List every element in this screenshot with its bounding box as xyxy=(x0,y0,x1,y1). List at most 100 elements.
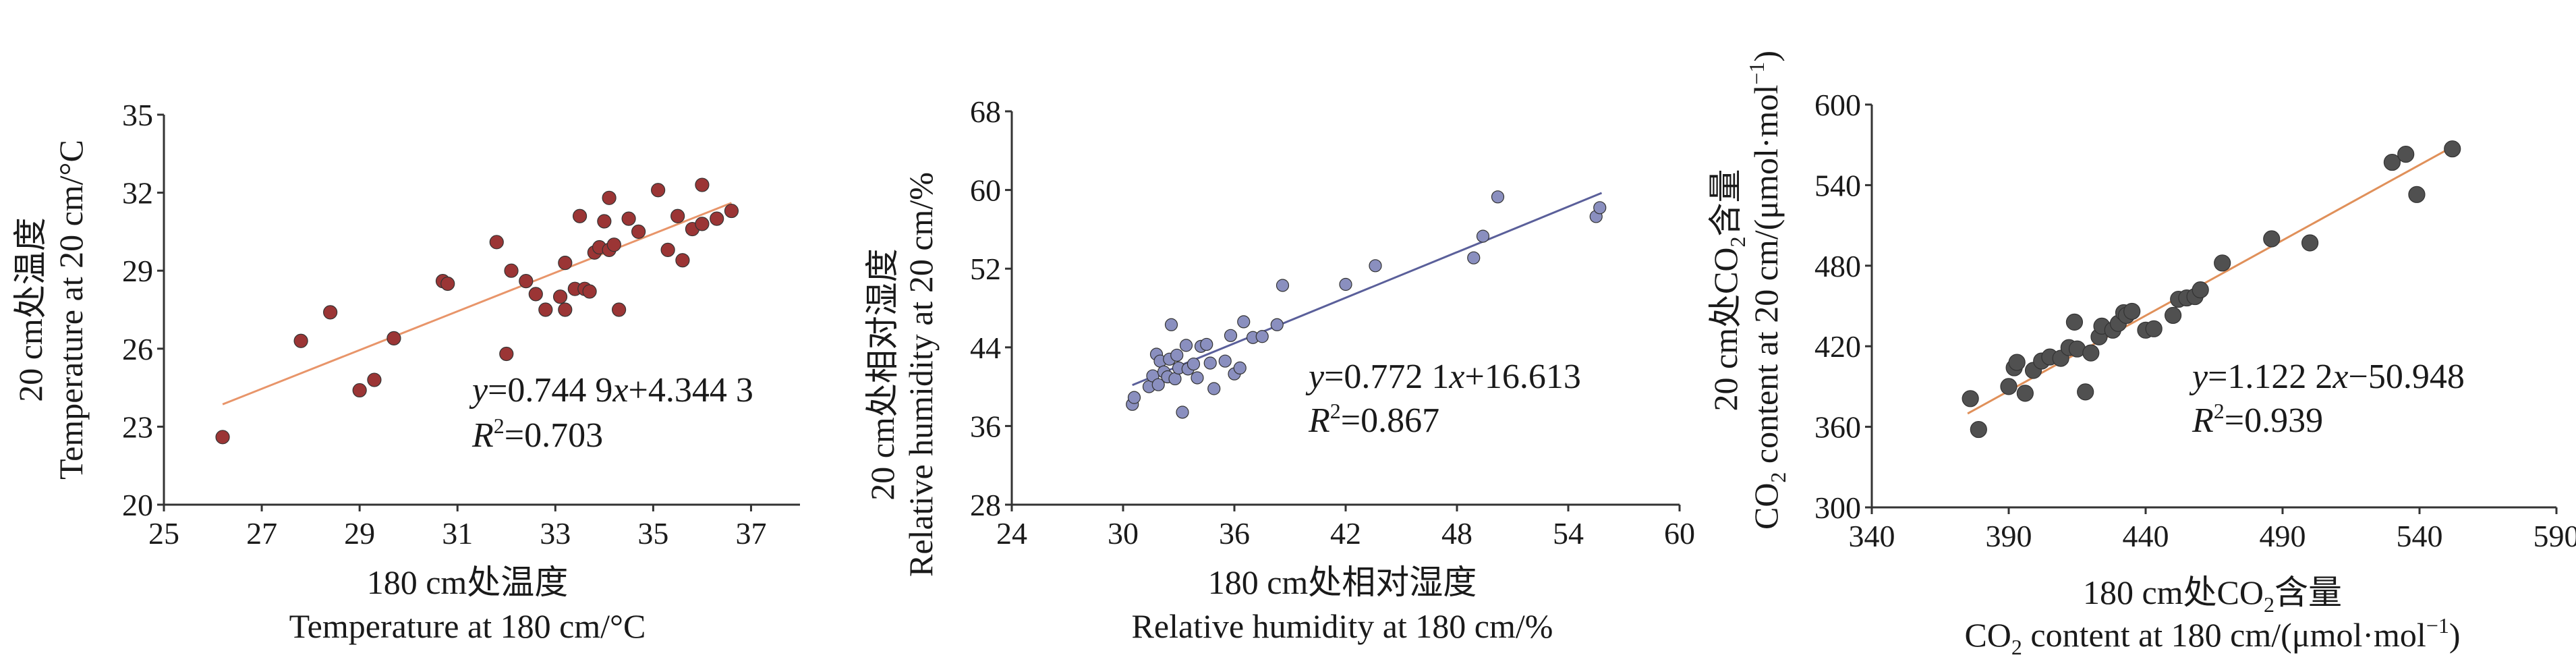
r-squared: R2=0.867 xyxy=(1308,399,1439,440)
data-point xyxy=(352,383,367,398)
data-point xyxy=(1207,382,1221,395)
y-tick-label: 540 xyxy=(1814,168,1861,202)
data-point xyxy=(1176,405,1189,419)
x-tick-label: 24 xyxy=(996,516,1027,551)
regression-line xyxy=(222,202,732,405)
y-axis-title-en: Temperature at 20 cm/°C xyxy=(52,140,90,480)
y-axis-title-cn: 20 cm处CO2含量 xyxy=(1707,169,1750,411)
data-point xyxy=(2008,354,2026,371)
y-axis-title-cn: 20 cm处温度 xyxy=(11,217,49,402)
data-point xyxy=(2016,385,2034,402)
data-point xyxy=(1203,356,1217,370)
x-tick-label: 25 xyxy=(148,516,179,551)
x-tick-label: 340 xyxy=(1849,519,1895,553)
data-point xyxy=(660,242,675,257)
x-axis-title-cn: 180 cm处温度 xyxy=(367,563,569,601)
x-tick-label: 42 xyxy=(1330,516,1361,551)
data-point xyxy=(2263,230,2281,248)
data-point xyxy=(2214,254,2231,272)
data-point xyxy=(2082,344,2100,362)
x-axis-title-cn: 180 cm处相对湿度 xyxy=(1208,563,1477,601)
data-point xyxy=(1237,315,1251,329)
x-tick-label: 36 xyxy=(1219,516,1250,551)
regression-line xyxy=(1132,192,1603,387)
data-point xyxy=(1186,357,1201,371)
data-point xyxy=(489,235,504,250)
data-point xyxy=(1276,279,1290,292)
y-tick-label: 36 xyxy=(970,409,1001,443)
data-point xyxy=(519,274,534,289)
x-axis-title-en: Temperature at 180 cm/°C xyxy=(289,607,646,645)
regression-equation: y=1.122 2x−50.948 xyxy=(2189,358,2465,396)
data-point xyxy=(651,183,666,198)
x-tick-label: 27 xyxy=(246,516,277,551)
data-point xyxy=(1200,337,1213,352)
x-tick-label: 590 xyxy=(2534,519,2576,553)
data-point xyxy=(602,190,617,205)
y-axis-title-en: Relative humidity at 20 cm/% xyxy=(902,172,940,577)
data-point xyxy=(2000,378,2017,395)
y-ticks: 28 36 44 52 60 68 xyxy=(970,94,1012,522)
data-point xyxy=(552,289,568,304)
x-tick-label: 35 xyxy=(637,516,668,551)
x-tick-label: 540 xyxy=(2397,519,2443,553)
data-point xyxy=(1970,420,1987,439)
data-point xyxy=(1467,251,1481,264)
data-point xyxy=(710,211,724,226)
fit-line xyxy=(1967,146,2453,415)
data-point xyxy=(1164,318,1178,331)
data-point xyxy=(572,208,588,223)
x-ticks: 340 390 440 490 540 590 xyxy=(1849,507,2576,553)
data-point xyxy=(1191,371,1204,385)
data-point xyxy=(2408,186,2426,203)
data-point xyxy=(1218,354,1232,368)
y-tick-label: 44 xyxy=(970,331,1001,365)
y-tick-label: 32 xyxy=(122,176,153,211)
data-point xyxy=(2383,153,2401,171)
data-point xyxy=(2077,383,2094,401)
data-point xyxy=(1127,391,1141,404)
x-tick-label: 31 xyxy=(442,516,473,551)
data-point xyxy=(1962,390,1979,408)
data-point xyxy=(2123,302,2141,320)
data-point xyxy=(558,302,573,317)
data-point xyxy=(1593,201,1607,215)
r-squared: R2=0.703 xyxy=(471,414,603,455)
data-point xyxy=(215,430,230,445)
x-ticks: 24 30 36 42 48 54 60 xyxy=(996,505,1695,551)
data-point xyxy=(1168,372,1182,386)
x-ticks: 25 27 29 31 33 35 37 xyxy=(148,505,766,551)
data-point xyxy=(367,372,382,387)
data-point xyxy=(1476,229,1490,243)
data-point xyxy=(597,214,612,229)
y-tick-label: 28 xyxy=(970,488,1001,522)
y-tick-label: 20 xyxy=(122,488,153,522)
y-axis-title-cn: 20 cm处相对湿度 xyxy=(863,248,901,501)
x-tick-label: 60 xyxy=(1664,516,1695,551)
data-point xyxy=(612,302,627,317)
data-point xyxy=(1270,318,1284,331)
data-points xyxy=(1126,190,1607,419)
data-point xyxy=(2065,313,2084,331)
data-point xyxy=(1151,378,1165,391)
data-point xyxy=(558,256,573,271)
y-tick-label: 52 xyxy=(970,252,1001,286)
y-tick-label: 600 xyxy=(1814,88,1861,122)
x-tick-label: 29 xyxy=(344,516,375,551)
y-tick-label: 360 xyxy=(1814,410,1861,445)
data-point xyxy=(293,333,308,348)
data-point xyxy=(2301,234,2319,252)
data-point xyxy=(1255,330,1269,343)
data-point xyxy=(675,253,690,268)
data-point xyxy=(1339,277,1352,291)
data-point xyxy=(538,302,553,317)
data-points xyxy=(215,177,739,445)
x-tick-label: 390 xyxy=(1986,519,2032,553)
data-point xyxy=(1170,348,1184,362)
data-point xyxy=(528,287,543,302)
chart-temperature: 25 27 29 31 33 35 37 20 23 26 29 32 35 y=0.744 9x+4… xyxy=(11,98,800,645)
x-tick-label: 48 xyxy=(1441,516,1472,551)
data-point xyxy=(695,177,710,192)
data-point xyxy=(2397,146,2415,163)
